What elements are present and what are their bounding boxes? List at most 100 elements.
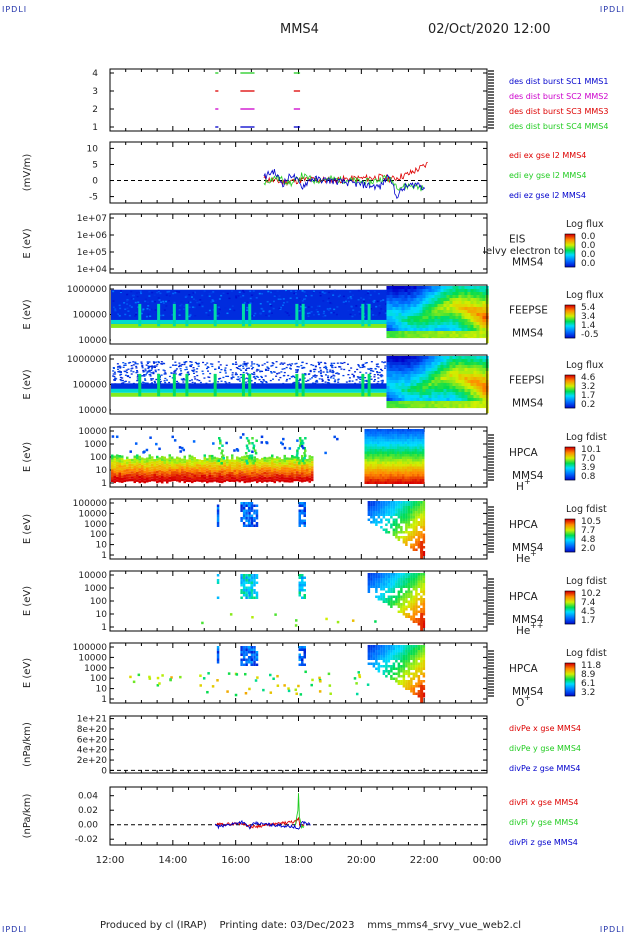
- spectro-cell: [482, 319, 486, 323]
- spectro-cell: [258, 474, 261, 477]
- spectro-cell: [443, 374, 447, 378]
- spectro-cell: [130, 368, 133, 370]
- spectro-cell: [413, 404, 417, 408]
- spectro-cell: [125, 369, 128, 371]
- spectro-cell: [296, 471, 299, 474]
- spectro-cell: [296, 370, 299, 372]
- spectro-cell: [292, 382, 295, 384]
- spectro-cell: [409, 474, 412, 477]
- spectro-cell: [399, 479, 402, 482]
- spectro-cell: [411, 431, 415, 434]
- spectro-cell: [367, 503, 371, 506]
- spectro-cell: [410, 322, 414, 326]
- spectro-cell: [271, 312, 274, 314]
- spectro-cell: [413, 356, 417, 360]
- spectro-cell: [470, 356, 474, 360]
- spectro-cell: [452, 322, 456, 326]
- spectro-cell: [265, 441, 268, 444]
- spectro-cell: [421, 444, 425, 447]
- spectro-cell: [329, 364, 332, 367]
- spectro-cell: [467, 286, 471, 290]
- spectro-cell: [168, 466, 171, 470]
- spectro-cell: [132, 371, 135, 373]
- spectro-cell: [449, 362, 453, 366]
- spectro-cell: [208, 376, 211, 379]
- spectro-cell: [422, 295, 426, 299]
- spectro-cell: [253, 466, 256, 469]
- spectro-cell: [461, 398, 465, 402]
- spectro-cell: [410, 395, 414, 399]
- spectro-cell: [443, 292, 447, 296]
- spectro-cell: [476, 404, 480, 408]
- spectro-cell: [303, 469, 306, 472]
- spectro-cell: [111, 464, 114, 468]
- spectro-cell: [180, 370, 183, 372]
- spectro-cell: [126, 469, 129, 472]
- spectro-cell: [449, 386, 453, 390]
- spectro-cell: [382, 513, 386, 516]
- spectro-cell: [293, 471, 296, 474]
- spectro-cell: [231, 363, 234, 365]
- spectro-cell: [389, 298, 393, 302]
- spectro-cell: [391, 444, 395, 447]
- spectro-cell: [458, 365, 462, 369]
- spectro-cell: [123, 469, 126, 473]
- spectro-cell: [276, 463, 279, 467]
- spectro-cell: [440, 356, 444, 360]
- spectro-cell: [461, 286, 465, 290]
- spectro-cell: [389, 331, 393, 335]
- spectro-cell: [188, 477, 191, 480]
- spectro-cell: [288, 447, 292, 450]
- spectro-cell: [411, 439, 415, 442]
- spectro-cell: [157, 289, 160, 292]
- spectro-cell: [412, 531, 416, 534]
- spectro-cell: [482, 374, 486, 378]
- spectro-cell: [113, 480, 116, 484]
- spectro-cell: [455, 331, 459, 335]
- spectro-cell: [391, 479, 395, 482]
- spectro-cell: [337, 315, 340, 317]
- spectro-cell: [374, 466, 377, 469]
- spectro-cell: [344, 303, 347, 305]
- spectro-cell: [127, 362, 130, 364]
- spectro-cell: [437, 395, 441, 399]
- spectro-cell: [178, 314, 181, 316]
- spectro-cell: [141, 469, 144, 473]
- spectro-cell: [159, 380, 162, 383]
- spectro-cell: [124, 364, 127, 366]
- spectro-cell: [188, 306, 191, 309]
- spectro-cell: [449, 392, 453, 396]
- spectro-cell: [203, 454, 206, 457]
- spectro-cell: [153, 469, 156, 472]
- spectro-cell: [261, 462, 264, 466]
- spectro-cell: [415, 516, 418, 519]
- spectro-cell: [145, 315, 148, 318]
- spectro-cell: [199, 381, 202, 384]
- spectro-cell: [425, 404, 429, 408]
- spectro-cell: [191, 458, 194, 461]
- spectro-cell: [431, 301, 435, 305]
- spectro-cell: [273, 371, 276, 373]
- spectro-cell: [366, 474, 370, 477]
- spectro-cell: [411, 474, 415, 477]
- spectro-cell: [479, 304, 483, 308]
- spectro-cell: [131, 468, 134, 472]
- spectro-cell: [405, 511, 408, 514]
- spectro-cell: [437, 398, 441, 402]
- spectro-cell: [162, 300, 165, 303]
- spectro-cell: [467, 316, 471, 320]
- spectro-cell: [437, 289, 441, 293]
- spectro-cell: [297, 457, 300, 460]
- spectro-cell: [392, 401, 396, 405]
- spectro-cell: [233, 464, 236, 468]
- y-tick-label: 0: [92, 177, 98, 187]
- spectro-cell: [163, 471, 166, 475]
- spectro-cell: [120, 371, 123, 374]
- spectro-spike: [295, 373, 299, 397]
- spectro-cell: [364, 481, 367, 484]
- spectro-cell: [455, 307, 459, 311]
- spectro-cell: [473, 404, 477, 408]
- spectro-cell: [168, 474, 171, 477]
- spectro-cell: [443, 377, 447, 381]
- spectro-cell: [382, 508, 386, 511]
